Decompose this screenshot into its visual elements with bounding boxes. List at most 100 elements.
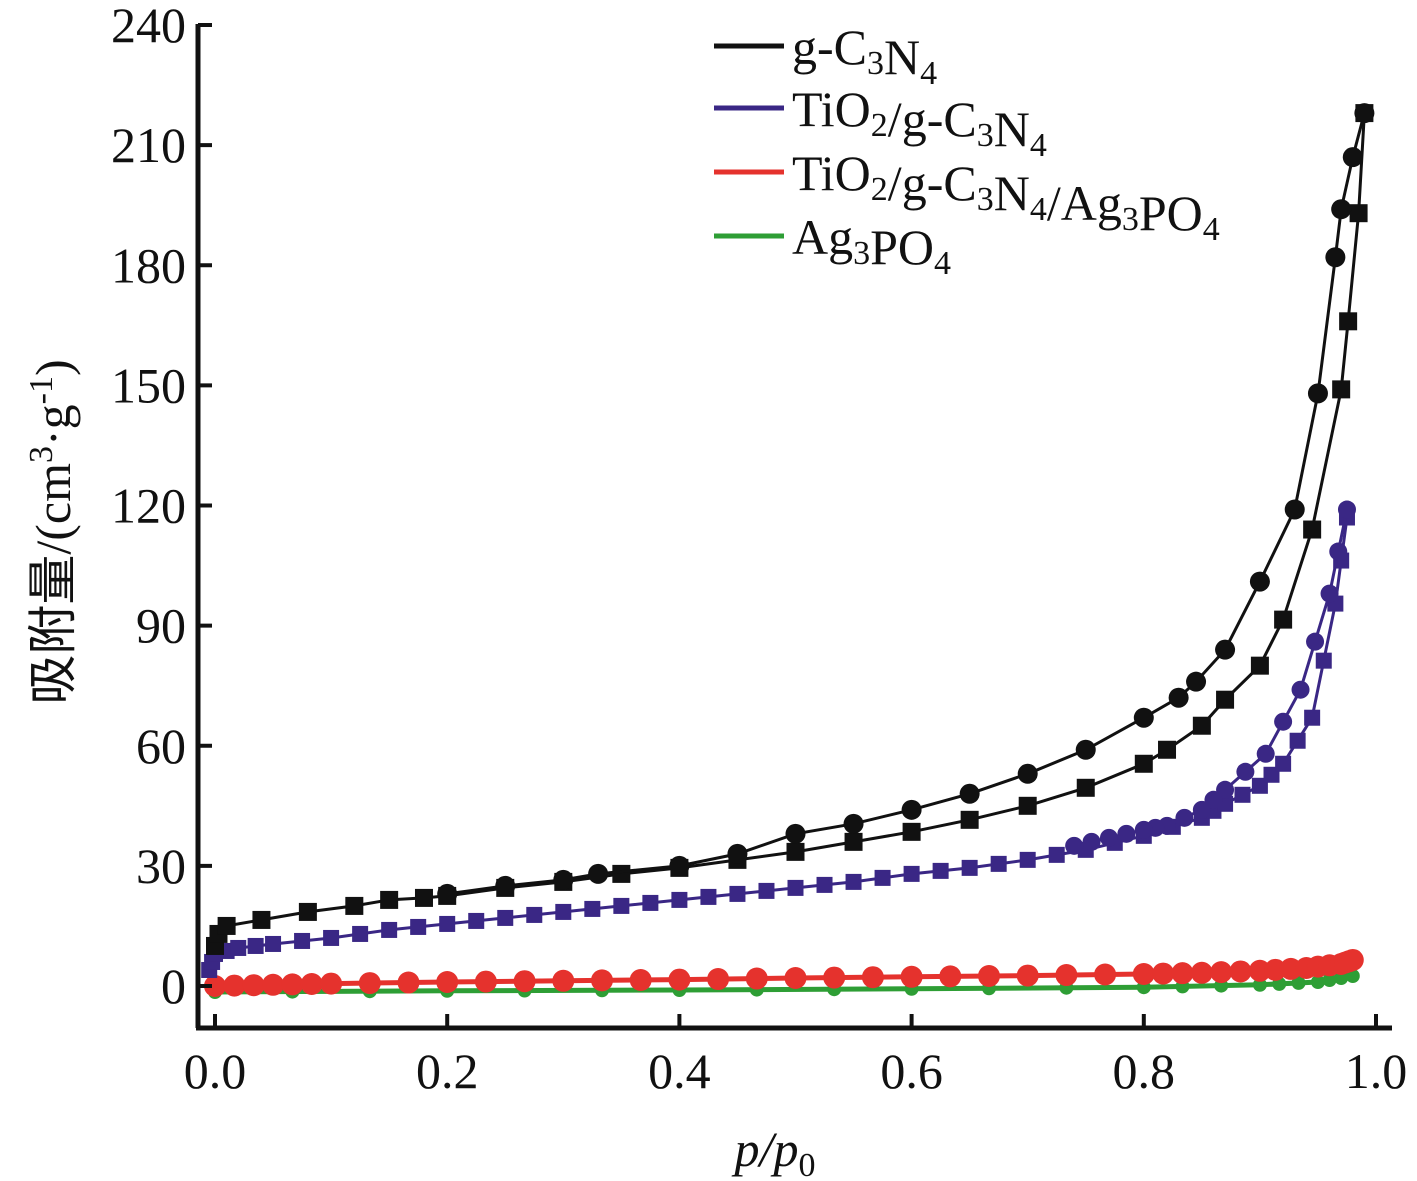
data-point (1186, 671, 1207, 692)
y-tick-label: 240 (111, 0, 186, 53)
data-point (1019, 851, 1036, 868)
data-point (1256, 744, 1275, 763)
data-point (1325, 247, 1346, 268)
series-1 (201, 500, 1356, 978)
data-point (1334, 970, 1349, 985)
data-point (1229, 960, 1252, 983)
data-point (874, 869, 891, 886)
legend-label: Ag3PO4 (792, 209, 951, 282)
data-point (437, 883, 458, 904)
data-point (294, 932, 311, 949)
data-point (939, 965, 962, 988)
data-point (204, 975, 226, 997)
data-point (300, 972, 323, 995)
data-point (298, 902, 317, 921)
data-point (553, 869, 574, 890)
data-point (1331, 199, 1352, 220)
data-point (1284, 499, 1305, 520)
data-point (612, 864, 631, 883)
data-point (700, 888, 717, 905)
data-point (1341, 948, 1364, 971)
data-point (1332, 380, 1351, 399)
legend: g-C3N4TiO2/g-C3N4TiO2/g-C3N4/Ag3PO4Ag3PO… (714, 19, 1220, 282)
data-point (555, 903, 572, 920)
y-tick-label: 0 (161, 958, 186, 1014)
data-point (414, 888, 433, 907)
data-point (1307, 383, 1328, 404)
data-point (1339, 312, 1358, 331)
series-2 (204, 948, 1364, 997)
data-point (1133, 707, 1154, 728)
series-0 (206, 103, 1375, 955)
x-tick-label: 0.2 (416, 1043, 479, 1099)
data-point (823, 966, 846, 989)
data-point (526, 906, 543, 923)
data-point (629, 968, 652, 991)
data-point (281, 973, 304, 996)
data-point (252, 910, 271, 929)
data-point (1132, 962, 1155, 985)
data-point (513, 970, 536, 993)
y-axis-title: 吸附量/(cm3·g-1) (23, 359, 81, 704)
x-tick-label: 0.6 (880, 1043, 943, 1099)
data-point (1134, 820, 1153, 839)
data-point (1152, 962, 1175, 985)
data-point (1291, 680, 1310, 699)
data-point (843, 813, 864, 834)
x-tick-label: 0.0 (184, 1043, 247, 1099)
data-point (901, 799, 922, 820)
data-point (1216, 690, 1235, 709)
data-point (861, 966, 884, 989)
data-point (1175, 808, 1194, 827)
data-point (552, 969, 575, 992)
data-point (1274, 712, 1293, 731)
data-point (1082, 832, 1101, 851)
data-point (1342, 147, 1363, 168)
data-point (1291, 975, 1306, 990)
data-point (1236, 762, 1255, 781)
data-point (1171, 962, 1194, 985)
data-point (1190, 961, 1213, 984)
data-point (247, 937, 264, 954)
series-layer (201, 103, 1375, 1000)
x-tick-label: 1.0 (1345, 1043, 1408, 1099)
data-point (1048, 846, 1065, 863)
data-point (1134, 754, 1153, 773)
y-tick-label: 90 (136, 598, 186, 654)
data-point (961, 859, 978, 876)
data-point (845, 873, 862, 890)
data-point (1168, 687, 1189, 708)
data-point (1249, 571, 1270, 592)
data-point (265, 935, 282, 952)
data-point (902, 822, 921, 841)
data-point (1017, 763, 1038, 784)
y-tick-label: 180 (111, 237, 186, 293)
legend-label: TiO2/g-C3N4 (792, 81, 1047, 164)
data-point (397, 971, 420, 994)
y-tick-label: 210 (111, 117, 186, 173)
data-point (785, 823, 806, 844)
data-point (1337, 500, 1356, 519)
data-point (844, 832, 863, 851)
data-point (474, 970, 497, 993)
data-point (1274, 610, 1293, 629)
legend-label: g-C3N4 (792, 19, 937, 92)
y-tick-label: 30 (136, 838, 186, 894)
data-point (352, 925, 369, 942)
data-point (613, 897, 630, 914)
data-point (990, 855, 1007, 872)
data-point (584, 900, 601, 917)
plot-area: 0.0 0.2 0.4 0.6 0.8 1.0 0 30 60 90 120 150 180 210 240 (111, 0, 1407, 1099)
data-point (642, 894, 659, 911)
data-point (784, 966, 807, 989)
data-point (1117, 824, 1136, 843)
data-point (786, 842, 805, 861)
data-point (1306, 632, 1325, 651)
x-tick-label: 0.4 (648, 1043, 711, 1099)
data-point (727, 843, 748, 864)
data-point (1310, 974, 1325, 989)
data-point (1065, 836, 1084, 855)
data-point (380, 890, 399, 909)
data-point (816, 876, 833, 893)
